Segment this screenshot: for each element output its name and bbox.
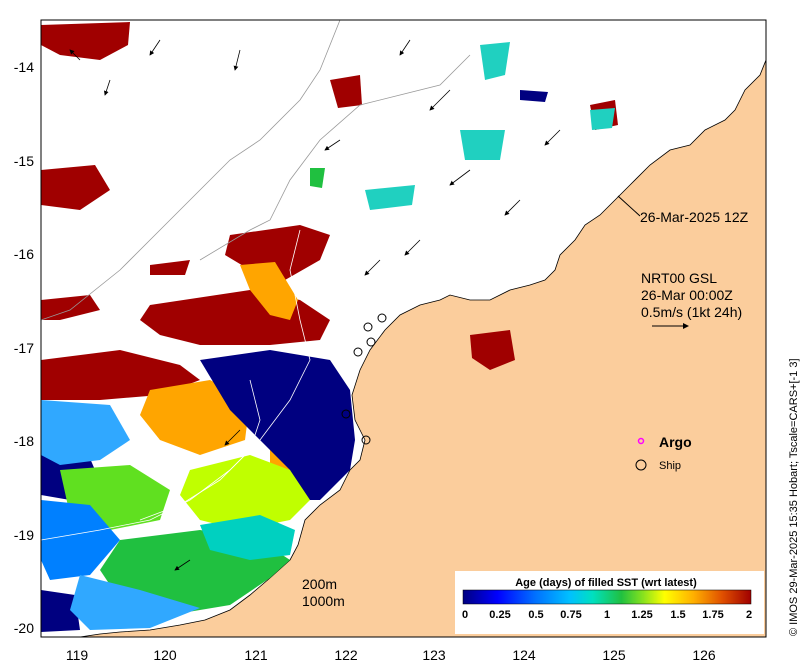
colorbar-tick: 0.75: [560, 609, 581, 621]
colorbar-gradient: [462, 589, 752, 605]
ship-legend-label: Ship: [659, 460, 681, 472]
colorbar-tick: 0.5: [528, 609, 543, 621]
colorbar: Age (days) of filled SST (wrt latest) 0 …: [455, 571, 764, 634]
lat-axis: -14 -15 -16 -17 -18 -19 -20: [14, 59, 34, 636]
colorbar-tick: 1.25: [631, 609, 652, 621]
colorbar-tick: 0: [462, 609, 468, 621]
lon-tick: 126: [692, 647, 716, 663]
timestamp-label: 26-Mar-2025 12Z: [640, 209, 749, 225]
ship-markers: [341, 313, 387, 445]
colorbar-title: Age (days) of filled SST (wrt latest): [515, 577, 697, 589]
bathymetry-contours: [41, 20, 471, 541]
lat-tick: -15: [14, 153, 34, 169]
lon-tick: 120: [153, 647, 177, 663]
lat-tick: -16: [14, 246, 34, 262]
colorbar-tick: 0.25: [489, 609, 510, 621]
lon-tick: 125: [602, 647, 626, 663]
current-vectors: [69, 39, 561, 571]
current-time: 26-Mar 00:00Z: [641, 287, 733, 303]
lat-tick: -17: [14, 340, 34, 356]
current-title: NRT00 GSL: [641, 270, 717, 286]
plot-frame: [40, 19, 767, 638]
lon-tick: 124: [512, 647, 536, 663]
lon-tick: 123: [422, 647, 446, 663]
lat-tick: -14: [14, 59, 34, 75]
current-legend: NRT00 GSL 26-Mar 00:00Z 0.5m/s (1kt 24h): [641, 270, 742, 329]
colorbar-tick: 2: [746, 609, 752, 621]
marker-legend: Argo Ship: [635, 434, 692, 472]
contour-1000-label: 1000m: [302, 593, 345, 609]
lon-tick: 121: [244, 647, 268, 663]
colorbar-tick: 1.5: [670, 609, 685, 621]
colorbar-tick: 1.75: [702, 609, 723, 621]
sst-age-fresh-patches: [41, 42, 615, 630]
lon-tick: 119: [66, 647, 89, 663]
lon-tick: 122: [334, 647, 358, 663]
colorbar-tick: 1: [604, 609, 610, 621]
lat-tick: -20: [14, 620, 34, 636]
ship-marker-icon: [635, 459, 647, 471]
argo-legend-label: Argo: [659, 434, 692, 450]
land-mass: [79, 59, 766, 637]
lon-axis: 119 120 121 122 123 124 125 126: [66, 647, 716, 663]
current-scale: 0.5m/s (1kt 24h): [641, 304, 742, 320]
plot-area: [41, 20, 766, 637]
contour-200-label: 200m: [302, 576, 337, 592]
lat-tick: -18: [14, 433, 34, 449]
contour-legend: 200m 1000m: [302, 576, 345, 609]
timestamp-leader-line: [617, 195, 641, 217]
credit-text: © IMOS 29-Mar-2025 15:35 Hobart; Tscale=…: [788, 358, 800, 636]
lat-tick: -19: [14, 527, 34, 543]
argo-marker-icon: [637, 437, 645, 445]
